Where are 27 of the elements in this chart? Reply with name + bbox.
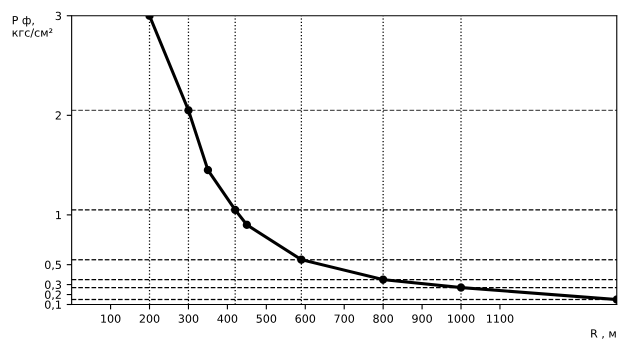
x-tick-label: 1000 [448, 314, 474, 323]
y-tick-label: 0,5 [44, 260, 61, 270]
point [231, 206, 240, 214]
x-tick-label: 400 [217, 314, 238, 323]
y-tick-label: 2 [56, 111, 61, 120]
x-tick-label: 600 [295, 314, 316, 323]
x-tick-label: 500 [256, 314, 276, 323]
x-tick-label: 200 [140, 314, 160, 323]
y-tick-label: 0,2 [44, 290, 61, 300]
point [184, 106, 193, 115]
point [378, 275, 388, 284]
y-tick-label: 1 [56, 211, 61, 220]
x-tick-label: 900 [412, 314, 432, 323]
point [297, 256, 306, 264]
y-tick-label: 3 [56, 12, 62, 20]
x-tick-label: 700 [334, 314, 354, 323]
point [242, 220, 252, 230]
x-tick-label: 100 [101, 314, 120, 323]
x-tick-label: 800 [373, 314, 394, 323]
x-tick-label: 1100 [487, 314, 514, 323]
x-axis-title: R , м [591, 329, 616, 339]
y-axis-title: Р ф, кгс/см² [12, 16, 52, 38]
y-tick-label: 0,1 [44, 300, 61, 310]
point [204, 166, 212, 174]
x-tick-label: 300 [178, 314, 198, 323]
point [456, 283, 466, 292]
y-tick-label: 0,3 [44, 280, 62, 290]
